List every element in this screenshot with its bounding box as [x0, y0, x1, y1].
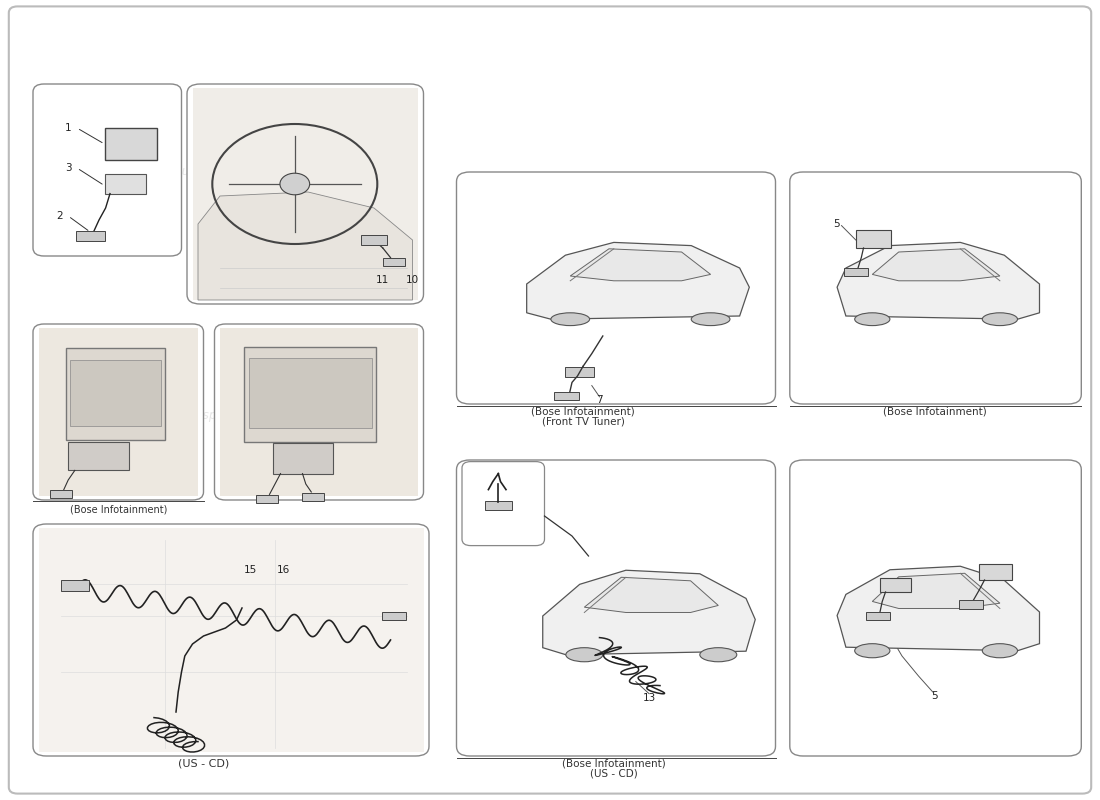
- Text: (Front TV Tuner): (Front TV Tuner): [541, 416, 625, 426]
- Text: eurospares: eurospares: [174, 166, 244, 178]
- Bar: [856, 230, 891, 248]
- Text: 6: 6: [1031, 610, 1037, 619]
- FancyBboxPatch shape: [462, 462, 544, 546]
- Text: 4: 4: [100, 453, 107, 462]
- Bar: [244, 347, 376, 442]
- FancyBboxPatch shape: [790, 460, 1081, 756]
- Text: (Bose Infotainment): (Bose Infotainment): [70, 504, 167, 514]
- FancyBboxPatch shape: [33, 84, 182, 256]
- Bar: [880, 578, 911, 592]
- Ellipse shape: [982, 644, 1018, 658]
- Polygon shape: [198, 192, 412, 300]
- FancyBboxPatch shape: [456, 460, 776, 756]
- Ellipse shape: [855, 644, 890, 658]
- Text: eurospares: eurospares: [592, 586, 662, 598]
- Text: 2: 2: [56, 211, 63, 221]
- Polygon shape: [872, 249, 1000, 281]
- Text: eurospares: eurospares: [900, 274, 970, 286]
- Bar: [68, 442, 129, 470]
- Text: 1: 1: [65, 123, 72, 133]
- Ellipse shape: [700, 648, 737, 662]
- Polygon shape: [837, 242, 1040, 319]
- Bar: [76, 231, 104, 242]
- FancyBboxPatch shape: [33, 524, 429, 756]
- Bar: [383, 258, 405, 266]
- Text: 11: 11: [376, 275, 389, 285]
- Text: 16: 16: [277, 565, 290, 574]
- FancyBboxPatch shape: [214, 324, 424, 500]
- Polygon shape: [542, 570, 756, 654]
- Bar: [361, 235, 387, 245]
- Bar: [256, 495, 278, 503]
- Bar: [382, 611, 406, 621]
- FancyBboxPatch shape: [456, 172, 776, 404]
- Bar: [104, 174, 146, 194]
- Text: 10: 10: [406, 275, 419, 285]
- Bar: [302, 493, 324, 501]
- Text: 3: 3: [65, 163, 72, 173]
- Bar: [70, 360, 161, 426]
- Ellipse shape: [691, 313, 730, 326]
- Text: eurospares: eurospares: [592, 274, 662, 286]
- Ellipse shape: [565, 648, 603, 662]
- Bar: [565, 366, 594, 377]
- Text: 13: 13: [642, 693, 656, 702]
- FancyBboxPatch shape: [790, 172, 1081, 404]
- Bar: [50, 490, 72, 498]
- Text: eurospares: eurospares: [900, 586, 970, 598]
- Bar: [844, 267, 868, 276]
- Text: 5: 5: [932, 691, 938, 701]
- Bar: [104, 128, 157, 160]
- Text: 4: 4: [302, 454, 309, 464]
- Polygon shape: [584, 578, 718, 613]
- Text: 12: 12: [469, 525, 482, 534]
- Text: (US - CD): (US - CD): [590, 768, 638, 778]
- Bar: [979, 564, 1012, 580]
- Text: 15: 15: [244, 565, 257, 574]
- Bar: [273, 443, 333, 474]
- Bar: [866, 611, 890, 621]
- Text: 5: 5: [833, 219, 839, 229]
- Bar: [192, 88, 418, 300]
- Circle shape: [279, 174, 310, 194]
- Text: 7: 7: [596, 395, 603, 405]
- Text: eurospares: eurospares: [174, 410, 244, 422]
- Bar: [60, 581, 89, 590]
- Polygon shape: [872, 574, 1000, 609]
- Bar: [959, 600, 983, 610]
- Bar: [39, 328, 198, 496]
- Ellipse shape: [855, 313, 890, 326]
- Bar: [249, 358, 372, 428]
- Text: (Bose Infotainment): (Bose Infotainment): [562, 758, 666, 768]
- Text: (Bose Infotainment): (Bose Infotainment): [883, 406, 987, 416]
- Text: (Bose Infotainment): (Bose Infotainment): [531, 406, 635, 416]
- Polygon shape: [527, 242, 749, 319]
- Text: (US - CD): (US - CD): [178, 758, 229, 768]
- Bar: [66, 348, 165, 440]
- Bar: [554, 392, 579, 400]
- Bar: [220, 328, 418, 496]
- Bar: [39, 528, 424, 752]
- Polygon shape: [837, 566, 1040, 650]
- FancyBboxPatch shape: [33, 324, 204, 500]
- Text: eurospares: eurospares: [174, 650, 244, 662]
- Ellipse shape: [551, 313, 590, 326]
- Polygon shape: [570, 249, 711, 281]
- Ellipse shape: [982, 313, 1018, 326]
- FancyBboxPatch shape: [187, 84, 424, 304]
- Bar: [485, 501, 512, 510]
